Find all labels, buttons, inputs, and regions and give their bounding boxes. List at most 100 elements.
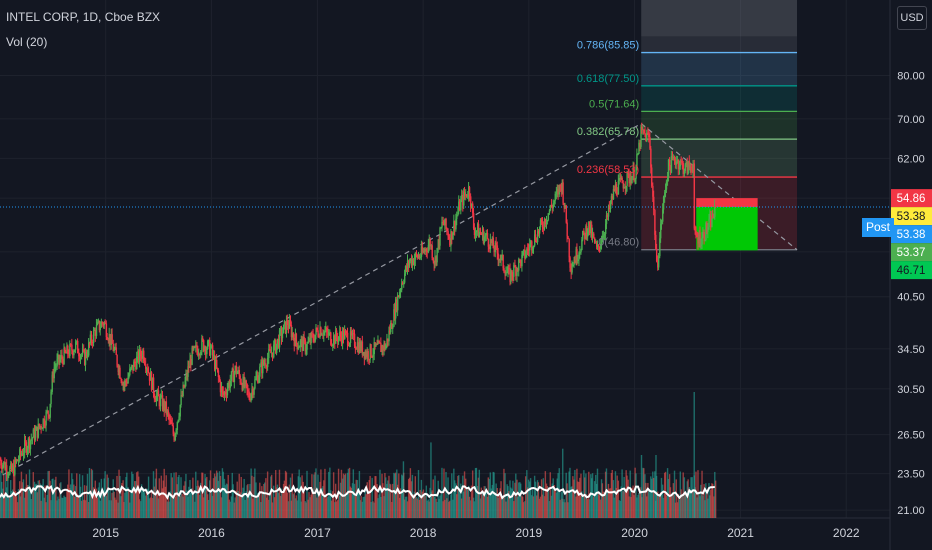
volume-bar (640, 455, 643, 518)
volume-bar (200, 482, 202, 518)
candle-body (184, 380, 186, 388)
volume-bar (454, 480, 456, 518)
volume-bar (272, 485, 275, 518)
candle-body (399, 291, 401, 298)
candle-body (285, 320, 288, 333)
candle-body (262, 359, 264, 374)
volume-bar (247, 484, 249, 518)
volume-bar (386, 483, 388, 518)
candle-body (453, 220, 455, 233)
volume-bar (81, 475, 84, 518)
volume-bar (391, 501, 393, 518)
candle-body (534, 234, 536, 246)
volume-bar (429, 487, 431, 518)
volume-bar (364, 489, 366, 518)
candle-body (346, 332, 349, 346)
volume-bar (546, 486, 549, 518)
candle-body (662, 209, 664, 222)
candle-body (638, 142, 640, 154)
volume-bar (167, 497, 169, 518)
volume-bar (425, 485, 428, 518)
candle-body (549, 205, 552, 211)
volume-indicator-label[interactable]: Vol (20) (6, 35, 48, 49)
volume-bar (467, 485, 470, 518)
volume-bar (136, 472, 138, 518)
candle-body (513, 265, 515, 277)
volume-bar (323, 480, 325, 518)
candle-body (529, 241, 532, 245)
candle-body (258, 376, 260, 383)
volume-bar (153, 486, 156, 518)
candle-body (699, 232, 701, 246)
volume-bar (71, 479, 74, 518)
candle-body (448, 236, 450, 239)
candle-body (88, 342, 90, 356)
volume-bar (131, 471, 133, 518)
volume-bar (659, 493, 661, 518)
candle-body (351, 333, 354, 336)
volume-bar (380, 496, 382, 518)
candle-body (558, 184, 561, 195)
candle-body (66, 345, 68, 354)
candle-body (331, 344, 333, 346)
volume-bar (643, 468, 645, 518)
candle-body (157, 390, 160, 397)
candle-body (655, 234, 657, 249)
candle-body (369, 344, 371, 360)
volume-bar (22, 479, 25, 518)
volume-bar (140, 484, 143, 518)
candle-body (22, 452, 25, 456)
candle-body (631, 176, 633, 184)
time-tick-label: 2015 (92, 526, 119, 540)
candle-body (496, 245, 499, 254)
candle-body (137, 351, 139, 357)
candle-body (682, 163, 685, 174)
volume-bar (698, 492, 700, 518)
candle-body (167, 410, 170, 415)
volume-bar (447, 477, 449, 518)
volume-bar (661, 484, 664, 518)
volume-bar (453, 468, 455, 518)
price-tick-label: 70.00 (897, 114, 925, 126)
candle-body (581, 239, 583, 250)
volume-bar (457, 475, 459, 518)
volume-bar (306, 470, 308, 518)
candle-body (31, 437, 34, 440)
candle-body (676, 159, 679, 162)
volume-bar (472, 497, 475, 518)
candle-body (540, 220, 543, 223)
candle-body (202, 338, 204, 341)
candle-body (340, 336, 343, 344)
currency-button[interactable]: USD (897, 6, 927, 30)
candle-body (457, 211, 459, 216)
candle-body (240, 382, 243, 385)
volume-bar (185, 473, 187, 518)
candle-body (711, 213, 713, 228)
candle-body (300, 339, 303, 341)
volume-bar (254, 468, 256, 518)
volume-bar (211, 490, 213, 518)
candle-body (693, 163, 696, 229)
volume-bar (150, 489, 153, 518)
candle-body (224, 392, 227, 395)
candle-body (220, 387, 223, 393)
volume-bar (38, 480, 41, 518)
candle-body (460, 199, 462, 211)
volume-bar (246, 485, 248, 518)
volume-bar (374, 476, 376, 518)
volume-bar (227, 474, 229, 518)
volume-bar (532, 496, 535, 518)
volume-bar (543, 496, 546, 518)
candle-body (60, 355, 62, 360)
candle-body (364, 351, 367, 359)
volume-bar (124, 492, 126, 518)
candle-body (490, 239, 492, 244)
candle-body (516, 268, 518, 276)
candle-body (574, 260, 576, 263)
candle-body (236, 372, 238, 374)
time-tick-label: 2018 (410, 526, 437, 540)
candle-body (610, 196, 613, 203)
volume-bar (172, 497, 174, 518)
volume-bar (106, 474, 108, 518)
